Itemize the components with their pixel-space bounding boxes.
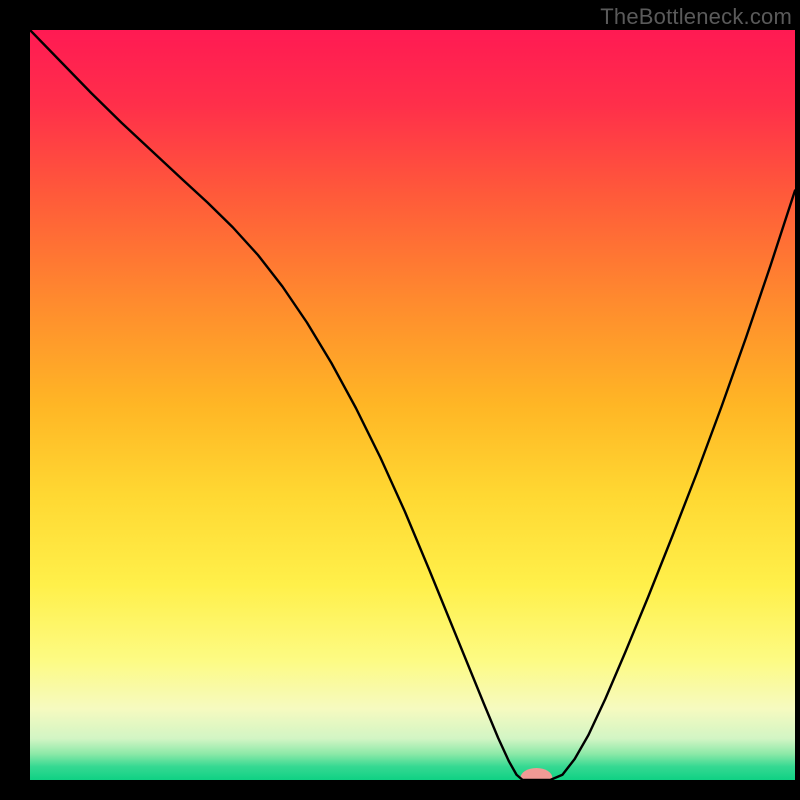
gradient-background xyxy=(30,30,795,780)
watermark-label: TheBottleneck.com xyxy=(600,4,792,30)
chart-frame: TheBottleneck.com xyxy=(0,0,800,800)
bottleneck-chart xyxy=(30,30,795,780)
